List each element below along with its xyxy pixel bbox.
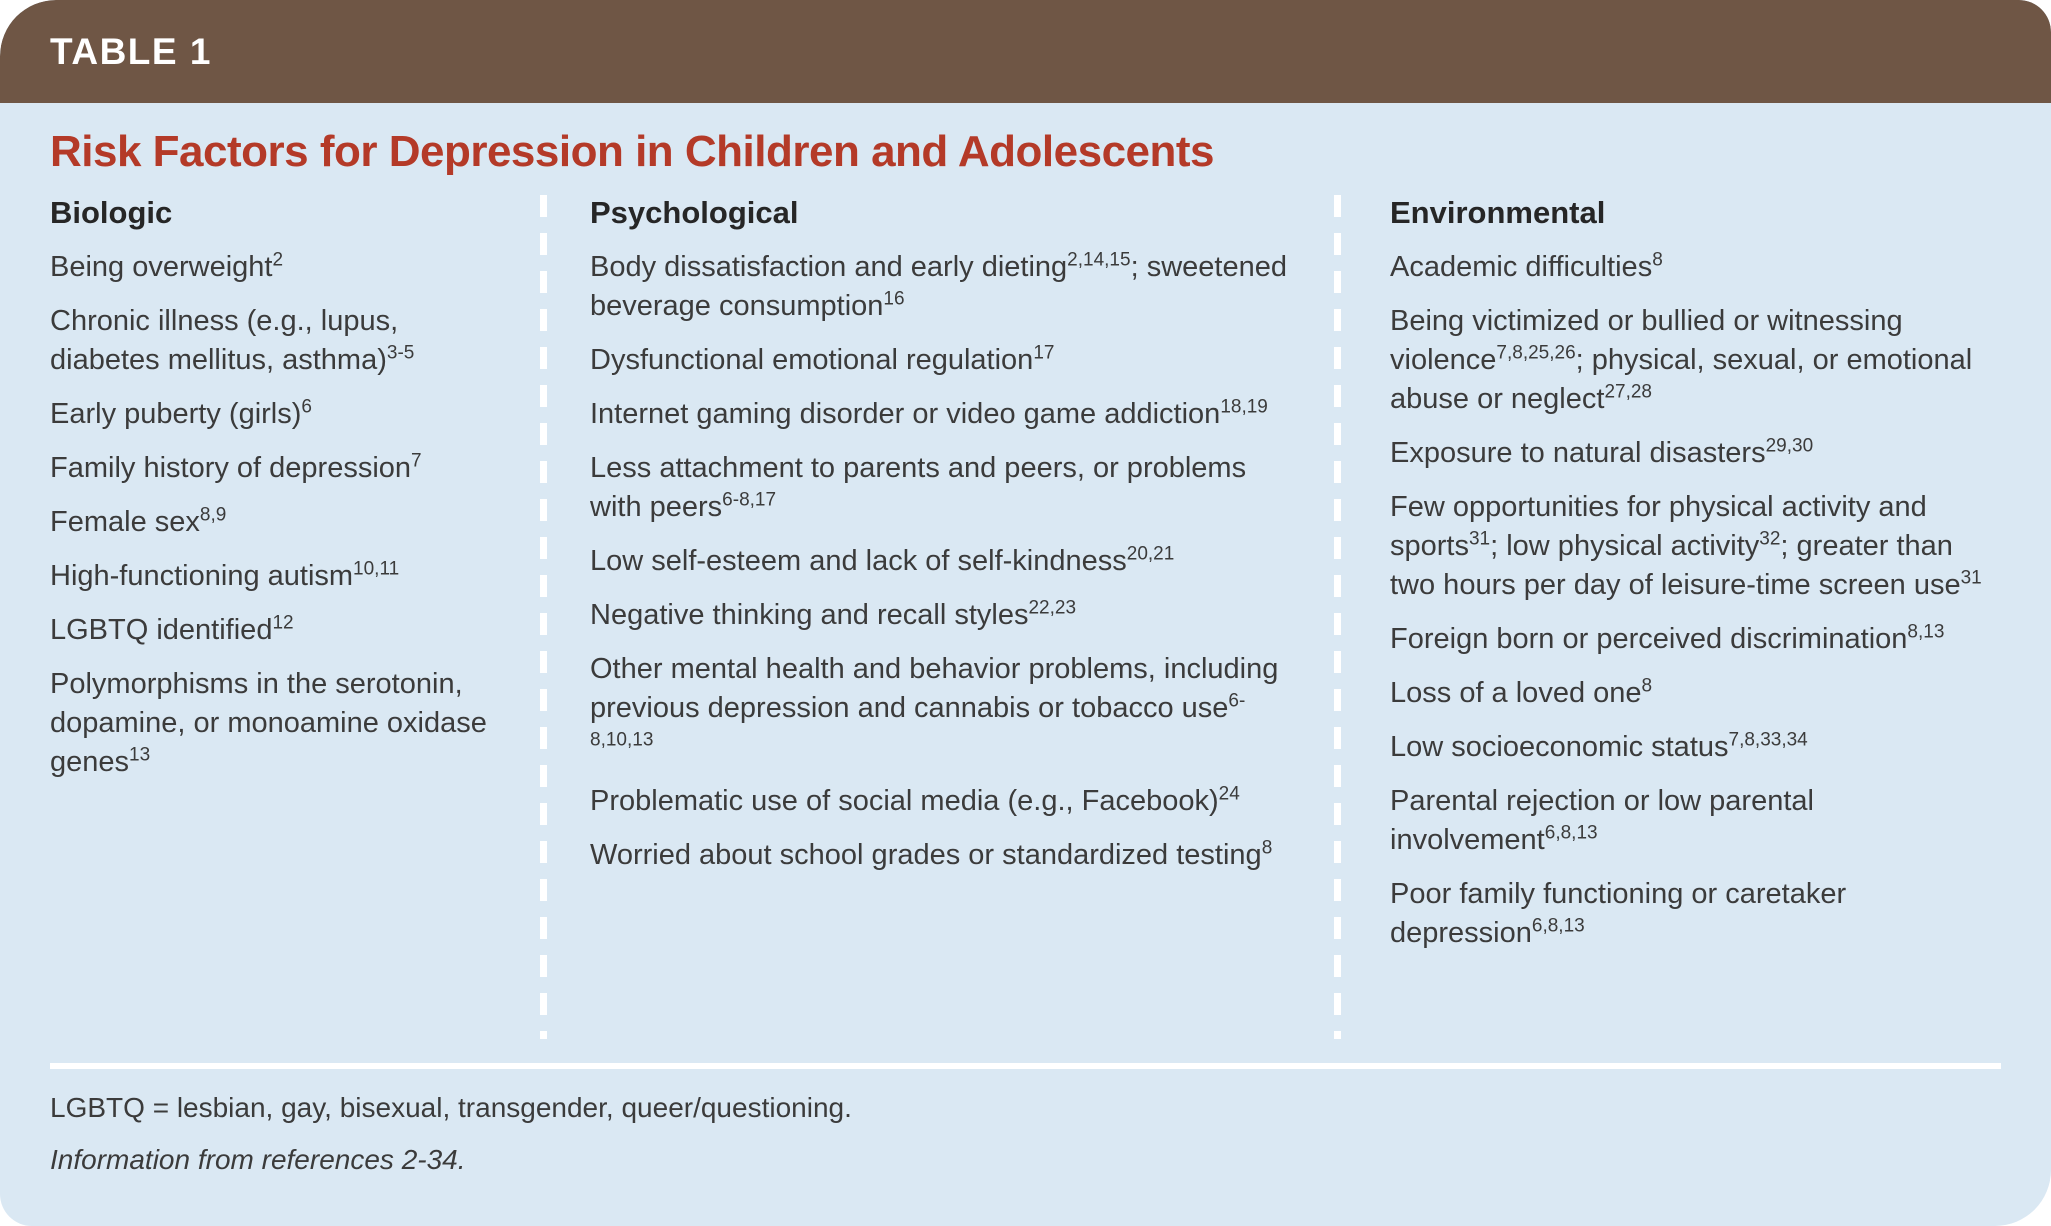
reference-citation: 32 <box>1759 528 1781 550</box>
reference-citation: 31 <box>1960 567 1982 589</box>
risk-factor-item: Being overweight2 <box>50 249 284 283</box>
source-note: Information from references 2-34. <box>50 1144 466 1175</box>
reference-citation: 27,28 <box>1604 381 1652 403</box>
risk-factor-item: Loss of a loved one8 <box>1390 675 1653 709</box>
table-number-label: TABLE 1 <box>50 30 212 72</box>
risk-factor-item: Academic difficulties8 <box>1390 249 1663 283</box>
reference-citation: 10,11 <box>353 558 400 580</box>
risk-factor-item: Less attachment to parents and peers, or… <box>590 452 1247 523</box>
risk-factor-item: Being victimized or bullied or witnessin… <box>1390 305 1973 415</box>
reference-citation: 6,8,13 <box>1544 822 1598 844</box>
risk-factor-item: Family history of depression7 <box>50 450 422 484</box>
risk-factor-item: Foreign born or perceived discrimination… <box>1390 621 1945 655</box>
risk-factor-item: Exposure to natural disasters29,30 <box>1390 435 1814 469</box>
risk-factor-item: Dysfunctional emotional regulation17 <box>590 342 1055 376</box>
risk-factor-item: Other mental health and behavior problem… <box>590 653 1279 751</box>
risk-factor-item: Early puberty (girls)6 <box>50 396 312 430</box>
risk-factor-item: Few opportunities for physical activity … <box>1390 491 1982 601</box>
reference-citation: 2 <box>272 249 284 271</box>
risk-factor-item: Worried about school grades or standardi… <box>590 837 1273 871</box>
reference-citation: 8,13 <box>1907 621 1945 643</box>
risk-factor-item: High-functioning autism10,11 <box>50 558 400 592</box>
risk-factor-item: Polymorphisms in the serotonin, dopamine… <box>50 668 487 778</box>
risk-factor-item: Low socioeconomic status7,8,33,34 <box>1390 729 1808 763</box>
risk-factor-item: Poor family functioning or caretaker dep… <box>1390 878 1847 949</box>
reference-citation: 18,19 <box>1220 396 1268 418</box>
reference-citation: 6-8,17 <box>722 489 777 511</box>
column-header: Environmental <box>1390 195 1606 230</box>
column-header: Psychological <box>590 195 799 230</box>
reference-citation: 7,8,25,26 <box>1496 342 1576 364</box>
reference-citation: 8 <box>1261 837 1273 859</box>
risk-factor-item: LGBTQ identified12 <box>50 612 294 646</box>
reference-citation: 8 <box>1641 675 1653 697</box>
risk-factor-item: Low self-esteem and lack of self-kindnes… <box>590 543 1175 577</box>
reference-citation: 2,14,15 <box>1067 249 1131 271</box>
risk-factor-item: Negative thinking and recall styles22,23 <box>590 597 1077 631</box>
risk-factor-item: Internet gaming disorder or video game a… <box>590 396 1268 430</box>
reference-citation: 8 <box>1652 249 1663 271</box>
risk-factor-item: Chronic illness (e.g., lupus, diabetes m… <box>50 305 415 376</box>
reference-citation: 3-5 <box>386 342 415 364</box>
column-divider-dashed <box>540 195 547 1039</box>
reference-citation: 17 <box>1033 342 1055 364</box>
risk-factor-item: Problematic use of social media (e.g., F… <box>590 783 1240 817</box>
reference-citation: 24 <box>1218 783 1240 805</box>
risk-factor-item: Parental rejection or low parental invol… <box>1390 785 1814 856</box>
reference-citation: 7,8,33,34 <box>1728 729 1808 751</box>
reference-citation: 20,21 <box>1126 543 1175 565</box>
risk-factor-columns: Biologic Being overweight2 Chronic illness… <box>50 193 2001 1041</box>
reference-citation: 13 <box>129 744 151 766</box>
reference-citation: 7 <box>411 450 422 472</box>
risk-factor-item: Female sex8,9 <box>50 504 227 538</box>
reference-citation: 16 <box>883 288 905 310</box>
column-psychological: Psychological Body dissatisfaction and ea… <box>543 193 1337 1041</box>
reference-citation: 31 <box>1468 528 1491 550</box>
risk-factor-item: Body dissatisfaction and early dieting2,… <box>590 249 1287 322</box>
footnote-separator-line <box>50 1063 2001 1069</box>
reference-citation: 6,8,13 <box>1531 915 1585 937</box>
reference-citation: 22,23 <box>1028 597 1077 619</box>
table-header-bar: TABLE 1 <box>0 0 2051 103</box>
column-environmental: Environmental Academic difficulties8 Being… <box>1337 193 2001 1041</box>
reference-citation: 6-8,10,13 <box>590 690 1246 751</box>
reference-citation: 6 <box>301 396 312 418</box>
column-biologic: Biologic Being overweight2 Chronic illness… <box>50 193 543 1041</box>
reference-citation: 8,9 <box>199 504 227 526</box>
column-divider-dashed <box>1334 195 1341 1039</box>
column-header: Biologic <box>50 195 173 230</box>
reference-citation: 12 <box>272 612 294 634</box>
table-body: Risk Factors for Depression in Children … <box>0 103 2051 1226</box>
table-title: Risk Factors for Depression in Children … <box>50 127 1215 176</box>
reference-citation: 29,30 <box>1765 435 1814 457</box>
abbreviation-note: LGBTQ = lesbian, gay, bisexual, transgen… <box>50 1092 852 1123</box>
